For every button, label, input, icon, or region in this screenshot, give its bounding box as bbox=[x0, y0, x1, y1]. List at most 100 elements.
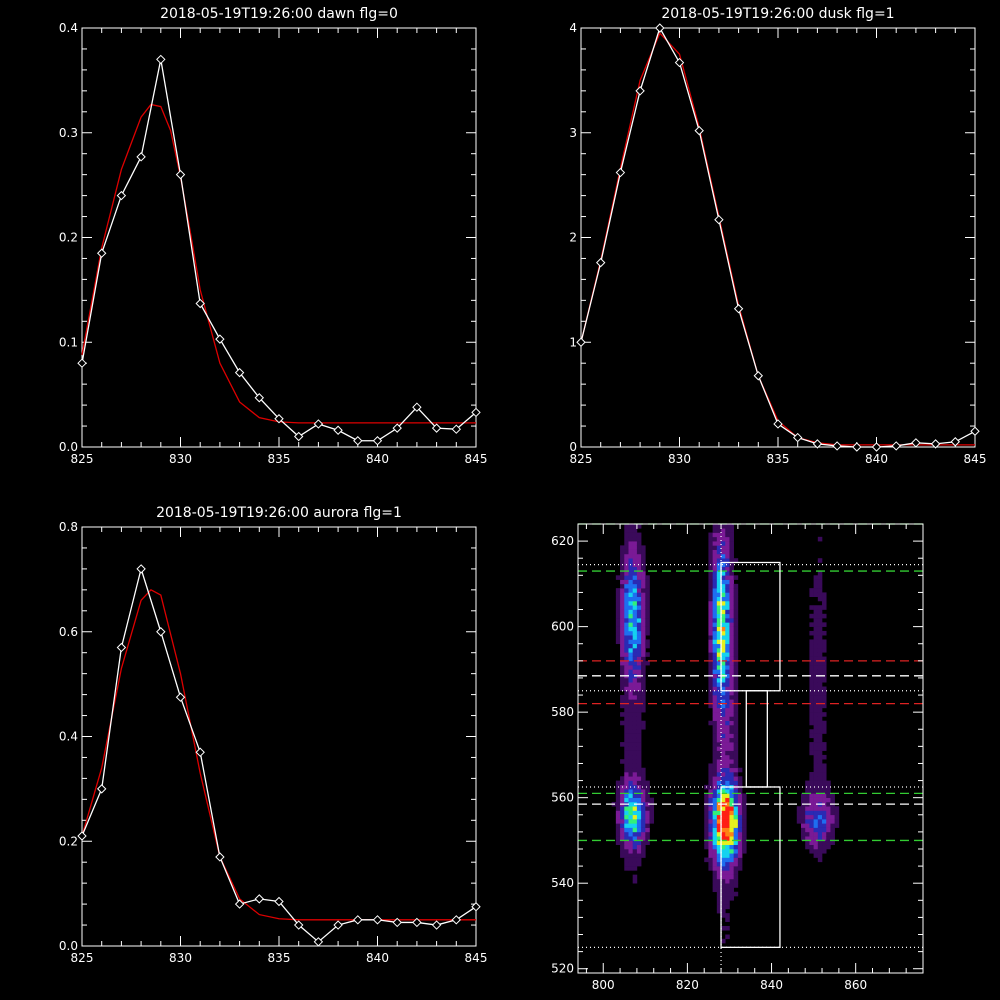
heatmap-cell bbox=[632, 524, 638, 529]
heatmap-cell bbox=[708, 541, 713, 546]
heatmap-cell bbox=[813, 648, 819, 653]
heatmap-cell bbox=[733, 831, 739, 837]
heatmap-cell bbox=[641, 639, 646, 645]
heatmap-cell bbox=[721, 938, 726, 944]
heatmap-cell bbox=[641, 724, 646, 730]
heatmap-cell bbox=[636, 746, 642, 751]
heatmap-cell bbox=[733, 600, 739, 606]
heatmap-cell bbox=[712, 600, 718, 606]
heatmap-cell bbox=[636, 690, 642, 696]
heatmap-cell bbox=[817, 588, 823, 593]
heatmap-cell bbox=[822, 695, 827, 700]
heatmap-cell bbox=[721, 780, 726, 786]
heatmap-cell bbox=[645, 579, 650, 585]
heatmap-cell bbox=[721, 528, 726, 533]
heatmap-cell bbox=[737, 836, 743, 841]
heatmap-cell bbox=[636, 648, 642, 653]
heatmap-cell bbox=[729, 695, 734, 700]
heatmap-cell bbox=[813, 626, 819, 632]
heatmap-cell bbox=[729, 630, 734, 636]
heatmap-cell bbox=[712, 763, 718, 769]
heatmap-cell bbox=[628, 596, 633, 602]
heatmap-cell bbox=[716, 746, 722, 751]
heatmap-cell bbox=[817, 737, 823, 743]
heatmap-cell bbox=[729, 583, 734, 589]
heatmap-cell bbox=[721, 866, 726, 871]
heatmap-cell bbox=[817, 836, 823, 841]
heatmap-cell bbox=[708, 686, 713, 692]
heatmap-cell bbox=[817, 592, 823, 597]
heatmap-cell bbox=[641, 626, 646, 632]
heatmap-cell bbox=[830, 810, 835, 816]
heatmap-cell bbox=[649, 797, 655, 803]
heatmap-cell bbox=[742, 827, 747, 833]
heatmap-cell bbox=[733, 857, 739, 863]
heatmap-cell bbox=[737, 793, 743, 798]
heatmap-cell bbox=[729, 887, 734, 893]
heatmap-cell bbox=[636, 729, 642, 734]
heatmap-cell bbox=[712, 848, 718, 854]
heatmap-cell bbox=[721, 831, 726, 837]
heatmap-cell bbox=[817, 848, 823, 854]
heatmap-cell bbox=[813, 776, 819, 781]
heatmap-cell bbox=[725, 866, 730, 871]
heatmap-cell bbox=[645, 613, 650, 619]
heatmap-cell bbox=[729, 669, 734, 674]
heatmap-cell bbox=[809, 784, 814, 790]
heatmap-cell bbox=[708, 656, 713, 662]
heatmap-cell bbox=[636, 707, 642, 713]
heatmap-cell bbox=[826, 801, 831, 807]
heatmap-cell bbox=[716, 643, 722, 649]
heatmap-cell bbox=[708, 780, 713, 786]
heatmap-cell bbox=[733, 870, 739, 875]
heatmap-cell bbox=[809, 652, 814, 657]
heatmap-cell bbox=[725, 772, 730, 777]
heatmap-cell bbox=[725, 579, 730, 585]
heatmap-cell bbox=[632, 754, 638, 760]
heatmap-cell bbox=[813, 639, 819, 645]
heatmap-cell bbox=[712, 605, 718, 610]
heatmap-cell bbox=[729, 797, 734, 803]
heatmap-cell bbox=[628, 673, 633, 679]
heatmap-cell bbox=[620, 759, 625, 764]
heatmap-cell bbox=[716, 558, 722, 563]
heatmap-cell bbox=[721, 887, 726, 893]
heatmap-cell bbox=[733, 583, 739, 589]
heatmap-cell bbox=[817, 571, 823, 576]
heatmap-cell bbox=[729, 759, 734, 764]
heatmap-cell bbox=[708, 545, 713, 550]
heatmap-cell bbox=[725, 934, 730, 940]
heatmap-cell bbox=[822, 639, 827, 645]
heatmap-cell bbox=[615, 801, 621, 807]
heatmap-cell bbox=[809, 716, 814, 722]
heatmap-cell bbox=[716, 823, 722, 828]
heatmap-cell bbox=[716, 609, 722, 615]
heatmap-cell bbox=[624, 635, 629, 640]
heatmap-cell bbox=[712, 857, 718, 863]
dawn-data-point bbox=[471, 407, 481, 418]
heatmap-cell bbox=[809, 605, 814, 610]
heatmap-cell bbox=[615, 592, 621, 597]
heatmap-cell bbox=[830, 814, 835, 820]
heatmap-cell bbox=[645, 596, 650, 602]
heatmap-cell bbox=[624, 712, 629, 717]
heatmap-cell bbox=[624, 737, 629, 743]
heatmap-cell bbox=[716, 789, 722, 794]
heatmap-cell bbox=[725, 575, 730, 580]
heatmap-cell bbox=[729, 874, 734, 880]
heatmap-cell bbox=[615, 789, 621, 794]
heatmap-cell bbox=[716, 840, 722, 846]
heatmap-cell bbox=[809, 630, 814, 636]
heatmap-cell bbox=[729, 746, 734, 751]
heatmap-cell bbox=[620, 806, 625, 811]
heatmap-cell bbox=[817, 677, 823, 683]
heatmap-cell bbox=[624, 836, 629, 841]
heatmap-cell bbox=[636, 660, 642, 666]
heatmap-cell bbox=[716, 524, 722, 529]
heatmap-cell bbox=[729, 562, 734, 568]
heatmap-cell bbox=[725, 652, 730, 657]
heatmap-cell bbox=[632, 746, 638, 751]
heatmap-cell bbox=[834, 823, 840, 828]
heatmap-cell bbox=[800, 836, 806, 841]
heatmap-cell bbox=[716, 588, 722, 593]
